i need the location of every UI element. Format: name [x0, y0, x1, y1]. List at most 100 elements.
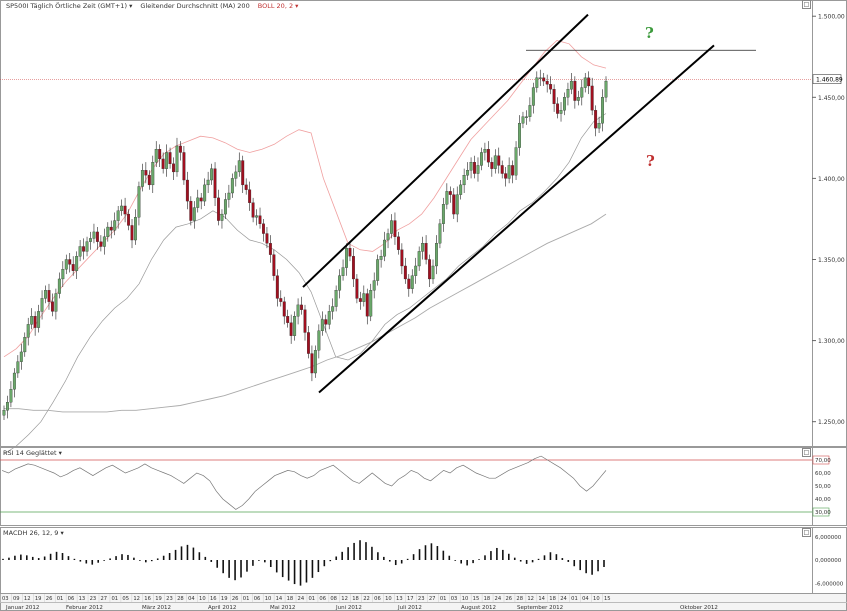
candle-body: [348, 247, 352, 257]
candle-body: [490, 162, 494, 169]
candle-body: [497, 155, 501, 166]
candle-body: [158, 149, 162, 160]
candle-body: [300, 304, 303, 310]
month-label: Mai 2012: [270, 605, 295, 611]
rsi-tick-label: 50,00: [815, 484, 831, 490]
candle-body: [144, 170, 148, 176]
panel-frame-2: [0, 527, 847, 594]
close-icon[interactable]: □: [802, 448, 811, 457]
candle-body: [106, 226, 110, 237]
rsi-level-box: [812, 455, 830, 465]
candle-body: [102, 236, 106, 247]
day-tick-label: 19: [35, 596, 42, 602]
ma200-line: [4, 213, 607, 413]
month-label: Januar 2012: [5, 605, 39, 611]
candle-body: [95, 231, 99, 242]
candle-body: [206, 179, 210, 186]
candle-body: [403, 265, 407, 280]
macd-label[interactable]: MACDH 26, 12, 9: [3, 529, 59, 537]
day-tick-label: 01: [243, 596, 250, 602]
day-tick-label: 10: [265, 596, 272, 602]
candle-body: [165, 152, 169, 169]
day-tick-label: 18: [549, 596, 556, 602]
candle-body: [601, 97, 604, 124]
candle-body: [334, 290, 338, 307]
candle-body: [431, 265, 435, 280]
day-tick-label: 26: [232, 596, 239, 602]
rsi-label[interactable]: RSI 14 Geglättet: [3, 449, 57, 457]
price-tick-label: 1.300,00: [818, 338, 845, 345]
dropdown-arrow-icon[interactable]: ▾: [58, 449, 62, 457]
candle-body: [594, 110, 598, 129]
day-tick-label: 04: [582, 596, 589, 602]
candle-body: [68, 259, 72, 265]
day-tick-label: 19: [155, 596, 162, 602]
candle-body: [230, 178, 234, 194]
day-tick-label: 27: [429, 596, 436, 602]
candle-body: [130, 225, 134, 241]
day-tick-label: 16: [144, 596, 151, 602]
candle-body: [386, 233, 390, 241]
rsi-tick-label: 70,00: [815, 458, 831, 464]
candle-body: [213, 168, 217, 199]
day-tick-label: 01: [57, 596, 64, 602]
candle-body: [175, 145, 179, 173]
candle-body: [16, 361, 20, 374]
candle-body: [559, 110, 563, 114]
candle-body: [293, 316, 297, 336]
symbol-label[interactable]: SP500I Täglich Örtliche Zeit (GMT+1): [6, 2, 127, 10]
day-tick-label: 19: [221, 596, 228, 602]
candle-body: [192, 207, 196, 221]
candle-body: [507, 165, 511, 179]
boll-lower-line: [3, 113, 607, 455]
trend-channel: [302, 13, 756, 394]
candle-body: [396, 236, 400, 250]
candle-body: [154, 149, 158, 163]
candle-body: [524, 116, 528, 118]
candle-body: [120, 205, 124, 211]
day-tick-label: 23: [166, 596, 173, 602]
close-icon[interactable]: □: [802, 0, 811, 9]
candle-body: [597, 123, 601, 129]
candle-body: [421, 243, 425, 252]
candle-body: [393, 220, 397, 237]
candle-body: [455, 194, 459, 215]
candle-body: [542, 77, 546, 82]
close-icon[interactable]: □: [802, 528, 811, 537]
dropdown-arrow-icon[interactable]: ▾: [60, 529, 64, 537]
price-panel-header: SP500I Täglich Örtliche Zeit (GMT+1) ▾ G…: [6, 2, 298, 10]
dropdown-arrow-icon[interactable]: ▾: [129, 2, 133, 10]
candle-body: [251, 202, 255, 218]
candle-body: [258, 215, 262, 224]
candle-body: [445, 191, 449, 205]
candle-body: [317, 330, 321, 351]
month-label: Juni 2012: [335, 605, 362, 611]
dropdown-arrow-icon[interactable]: ▾: [295, 2, 299, 10]
candle-body: [587, 77, 591, 87]
candle-body: [237, 160, 241, 173]
day-tick-label: 12: [527, 596, 534, 602]
current-price-label: 1.460,89: [816, 77, 843, 84]
rsi-tick-label: 30,00: [815, 510, 831, 516]
candle-body: [576, 97, 580, 101]
ma-indicator-label[interactable]: Gleitender Durchschnitt (MA) 200: [140, 2, 250, 10]
candle-body: [82, 246, 86, 252]
candle-body: [407, 278, 411, 289]
candle-body: [528, 105, 532, 117]
candle-body: [341, 267, 345, 276]
macd-panel-header: MACDH 26, 12, 9 ▾: [3, 529, 64, 537]
candle-body: [168, 152, 172, 164]
candle-body: [345, 247, 348, 268]
candle-body: [19, 351, 23, 362]
candle-body: [552, 89, 556, 104]
candle-body: [244, 184, 248, 190]
candle-body: [307, 332, 310, 354]
candle-body: [351, 256, 355, 280]
candle-body: [85, 241, 89, 252]
boll-indicator-label[interactable]: BOLL 20, 2: [257, 2, 294, 10]
candle-body: [545, 80, 549, 85]
candle-body: [303, 309, 307, 333]
candle-body: [428, 259, 432, 280]
candle-body: [504, 173, 508, 179]
